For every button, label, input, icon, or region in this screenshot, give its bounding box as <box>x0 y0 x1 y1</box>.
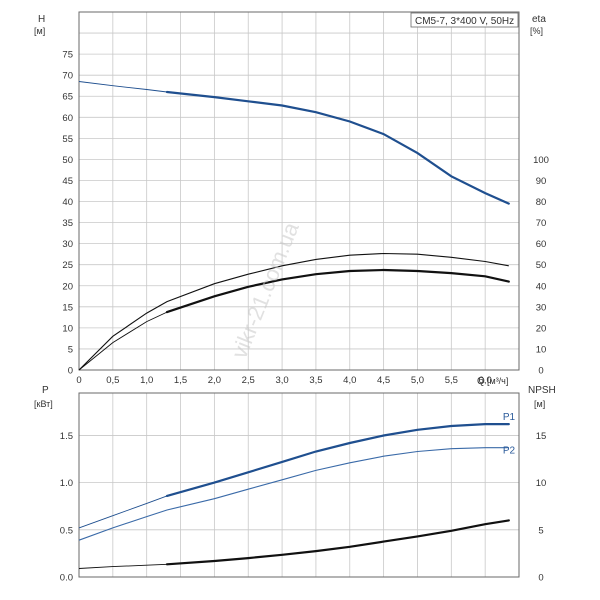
top-frame <box>78 11 520 371</box>
p1-curve-thin <box>78 495 168 529</box>
top-title-box: CM5-7, 3*400 V, 50Hz <box>410 12 519 28</box>
y2-tick-label-npsh: 0 <box>538 573 543 584</box>
y-tick-label-h: 70 <box>62 71 73 82</box>
y-axis-unit-p: [кВт] <box>34 399 53 409</box>
x-tick-label: 1,0 <box>140 375 153 386</box>
y-tick-label-h: 5 <box>68 344 73 355</box>
x-tick-label: 1,5 <box>174 375 187 386</box>
y-tick-label-h: 60 <box>62 113 73 124</box>
y-tick-label-p: 1.0 <box>60 478 73 489</box>
y-tick-label-p: 0.0 <box>60 573 73 584</box>
y-tick-label-h: 35 <box>62 218 73 229</box>
y2-axis-unit-npsh: [м] <box>534 399 545 409</box>
eta-curve-lower <box>165 268 510 314</box>
bottom-panel: P1 P2 0.0 0.5 1.0 1.5 0 5 10 15 P [кВт] NPSH [м] <box>34 385 556 584</box>
y2-tick-label-npsh: 5 <box>538 525 543 536</box>
y2-tick-label-eta: 30 <box>536 302 547 313</box>
npsh-curve <box>165 519 510 566</box>
y2-tick-label-eta: 100 <box>533 155 549 166</box>
y-tick-label-h: 55 <box>62 134 73 145</box>
y2-tick-label-eta: 20 <box>536 323 547 334</box>
top-ticks: 0 0,5 1,0 1,5 2,0 2,5 3,0 3,5 4,0 4,5 5,0 5,5 6,0 0 5 1… <box>62 50 549 386</box>
x-tick-label: 0 <box>76 375 81 386</box>
x-tick-label: 0,5 <box>106 375 119 386</box>
x-tick-label: 3,5 <box>309 375 322 386</box>
y2-tick-label-npsh: 15 <box>536 431 547 442</box>
top-panel: 0 0,5 1,0 1,5 2,0 2,5 3,0 3,5 4,0 4,5 5,0 5,5 6,0 0 5 1… <box>34 11 549 387</box>
y-tick-label-h: 30 <box>62 239 73 250</box>
x-tick-label: 2,0 <box>208 375 221 386</box>
top-series <box>78 81 510 371</box>
y2-tick-label-eta: 10 <box>536 344 547 355</box>
y2-axis-label-eta: eta <box>532 14 546 25</box>
x-tick-label: 5,5 <box>445 375 458 386</box>
y-axis-label-h: H <box>38 14 45 25</box>
y-tick-label-h: 20 <box>62 281 73 292</box>
y-tick-label-h: 15 <box>62 302 73 313</box>
y2-axis-unit-eta: [%] <box>530 26 543 36</box>
x-tick-label: 3,0 <box>275 375 288 386</box>
y-tick-label-h: 50 <box>62 155 73 166</box>
bottom-frame <box>78 392 520 578</box>
y-tick-label-p: 0.5 <box>60 525 73 536</box>
y-axis-unit-h: [м] <box>34 26 45 36</box>
y-tick-label-h: 25 <box>62 260 73 271</box>
x-tick-label: 5,0 <box>411 375 424 386</box>
y-tick-label-h: 75 <box>62 50 73 61</box>
y-tick-label-h: 0 <box>68 366 73 377</box>
x-axis-label-q: Q <box>477 376 485 387</box>
y2-tick-label-eta: 0 <box>538 366 543 377</box>
y-tick-label-h: 65 <box>62 92 73 103</box>
y2-tick-label-npsh: 10 <box>536 478 547 489</box>
y2-axis-label-npsh: NPSH <box>528 385 556 396</box>
y2-tick-label-eta: 90 <box>536 176 547 187</box>
p2-curve <box>78 447 509 541</box>
y2-tick-label-eta: 50 <box>536 260 547 271</box>
y-tick-label-p: 1.5 <box>60 431 73 442</box>
bottom-series: P1 P2 <box>78 412 516 569</box>
eta-curve-upper <box>78 252 509 371</box>
h-curve-thin <box>78 81 168 93</box>
chart-title: CM5-7, 3*400 V, 50Hz <box>415 16 514 27</box>
y2-tick-label-eta: 60 <box>536 239 547 250</box>
x-tick-label: 4,5 <box>377 375 390 386</box>
y-tick-label-h: 10 <box>62 323 73 334</box>
title-box <box>410 12 519 28</box>
eta-curve-lower-thin <box>78 311 168 371</box>
y-axis-label-p: P <box>42 385 49 396</box>
top-grid <box>78 12 519 370</box>
y2-tick-label-eta: 80 <box>536 197 547 208</box>
y2-tick-label-eta: 70 <box>536 218 547 229</box>
y-tick-label-h: 45 <box>62 176 73 187</box>
x-tick-label: 2,5 <box>242 375 255 386</box>
bottom-ticks: 0.0 0.5 1.0 1.5 0 5 10 15 <box>60 431 547 584</box>
y-tick-label-h: 40 <box>62 197 73 208</box>
npsh-curve-thin <box>78 563 168 569</box>
bottom-grid <box>78 393 519 577</box>
p1-curve <box>165 423 510 497</box>
x-tick-label: 6,0 <box>479 375 492 386</box>
series-label-p1: P1 <box>503 412 516 423</box>
h-curve <box>165 90 510 205</box>
y2-tick-label-eta: 40 <box>536 281 547 292</box>
x-axis-unit-q: [м³/ч] <box>487 376 508 386</box>
series-label-p2: P2 <box>503 446 516 457</box>
x-tick-label: 4,0 <box>343 375 356 386</box>
